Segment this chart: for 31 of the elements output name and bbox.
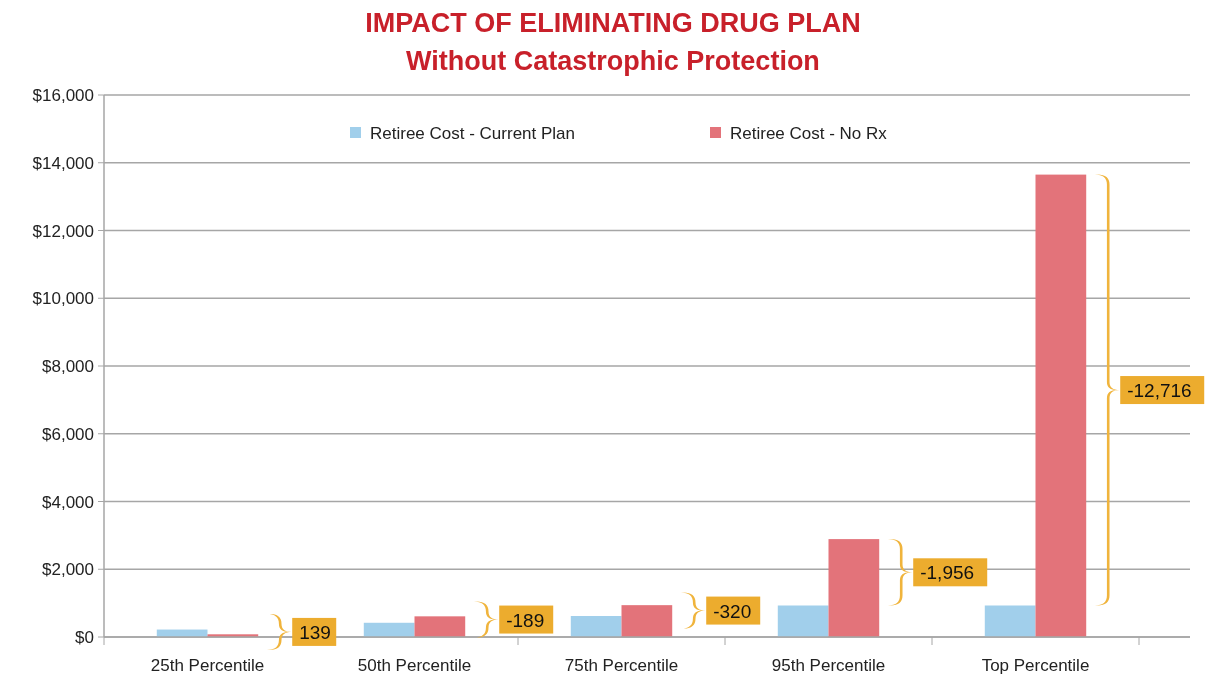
bar: [777, 605, 829, 637]
chart-title: IMPACT OF ELIMINATING DRUG PLAN: [365, 8, 861, 38]
x-tick-label: 50th Percentile: [357, 656, 472, 675]
legend-label: Retiree Cost - No Rx: [730, 124, 888, 143]
y-tick-label: $10,000: [32, 289, 94, 309]
legend-label: Retiree Cost - Current Plan: [370, 124, 576, 143]
y-tick-label: $6,000: [42, 424, 94, 444]
bar: [828, 539, 880, 637]
y-tick-label: $2,000: [42, 560, 94, 580]
y-tick-label: $16,000: [32, 86, 94, 105]
x-tick-label: Top Percentile: [981, 656, 1090, 675]
annotation: 139: [299, 621, 331, 643]
bar: [414, 616, 466, 637]
annotation: -189: [506, 609, 545, 631]
bar: [363, 622, 415, 637]
y-tick-label: $14,000: [32, 153, 94, 173]
bar: [984, 605, 1036, 637]
y-tick-label: $8,000: [42, 357, 94, 376]
y-tick-label: $0: [75, 628, 94, 647]
bar: [621, 605, 673, 637]
annotation: -1,956: [920, 562, 975, 584]
x-tick-label: 25th Percentile: [150, 656, 265, 675]
annotation: -320: [713, 600, 752, 622]
bar: [570, 616, 622, 637]
x-tick-label: 75th Percentile: [564, 656, 679, 675]
x-tick-label: 95th Percentile: [771, 656, 886, 675]
bar: [1035, 174, 1087, 637]
y-tick-label: $4,000: [42, 492, 94, 512]
y-tick-label: $12,000: [32, 221, 94, 241]
chart-subtitle: Without Catastrophic Protection: [406, 46, 820, 76]
annotation: -12,716: [1127, 380, 1192, 402]
